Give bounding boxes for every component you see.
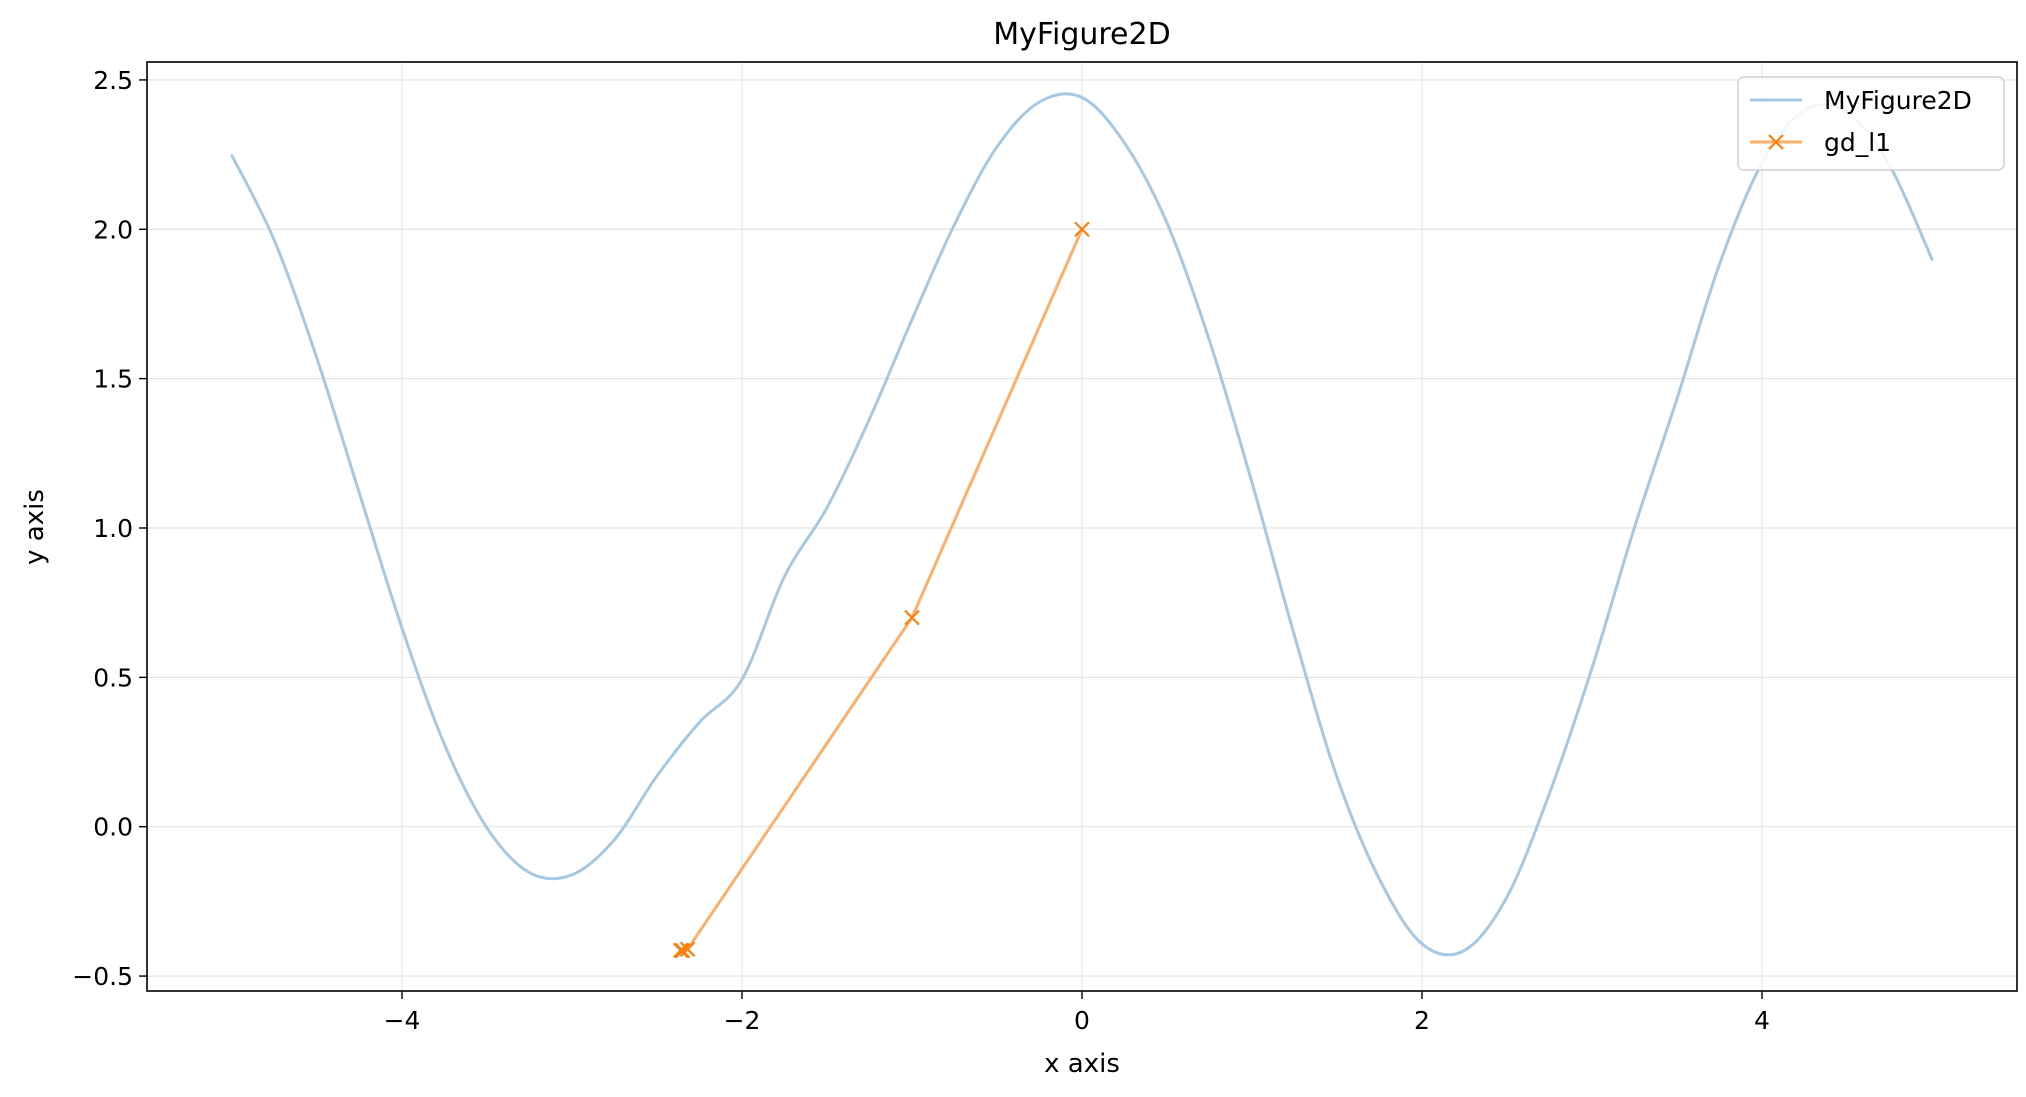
data-point-marker xyxy=(673,942,689,959)
y-tick-label: 0.5 xyxy=(93,663,133,692)
data-point-marker xyxy=(1074,221,1090,238)
x-tick-label: 2 xyxy=(1414,1006,1430,1035)
legend-marker xyxy=(1768,134,1784,150)
legend-label: MyFigure2D xyxy=(1824,86,1972,115)
series-layer xyxy=(230,92,1934,959)
chart-title: MyFigure2D xyxy=(993,17,1170,52)
legend-entry: MyFigure2D xyxy=(1750,86,1972,115)
x-tick-label: 0 xyxy=(1074,1006,1090,1035)
y-tick-label: −0.5 xyxy=(72,962,133,991)
y-tick-label: 1.0 xyxy=(93,514,133,543)
legend-items: MyFigure2D gd_l1 xyxy=(1750,86,1972,157)
y-tick-label: 1.5 xyxy=(93,365,133,394)
x-tick-label: 4 xyxy=(1754,1006,1770,1035)
series-line-0 xyxy=(230,92,1934,957)
y-tick-label: 2.5 xyxy=(93,66,133,95)
x-tick-label: −2 xyxy=(724,1006,761,1035)
ticks-layer: −4 −2 0 2 4 −0.5 0.0 0.5 1.0 1.5 2.0 2.5 xyxy=(72,66,1770,1035)
data-point-marker xyxy=(904,609,920,626)
x-tick-label: −4 xyxy=(384,1006,421,1035)
y-axis-label: y axis xyxy=(20,489,50,565)
legend-label: gd_l1 xyxy=(1824,128,1891,157)
y-tick-label: 2.0 xyxy=(93,215,133,244)
y-tick-label: 0.0 xyxy=(93,813,133,842)
legend: MyFigure2D gd_l1 xyxy=(1737,76,2005,171)
legend-box xyxy=(1737,76,2005,171)
legend-entry: gd_l1 xyxy=(1750,128,1891,157)
x-axis-label: x axis xyxy=(1044,1049,1120,1079)
grid-lines xyxy=(147,62,2017,991)
